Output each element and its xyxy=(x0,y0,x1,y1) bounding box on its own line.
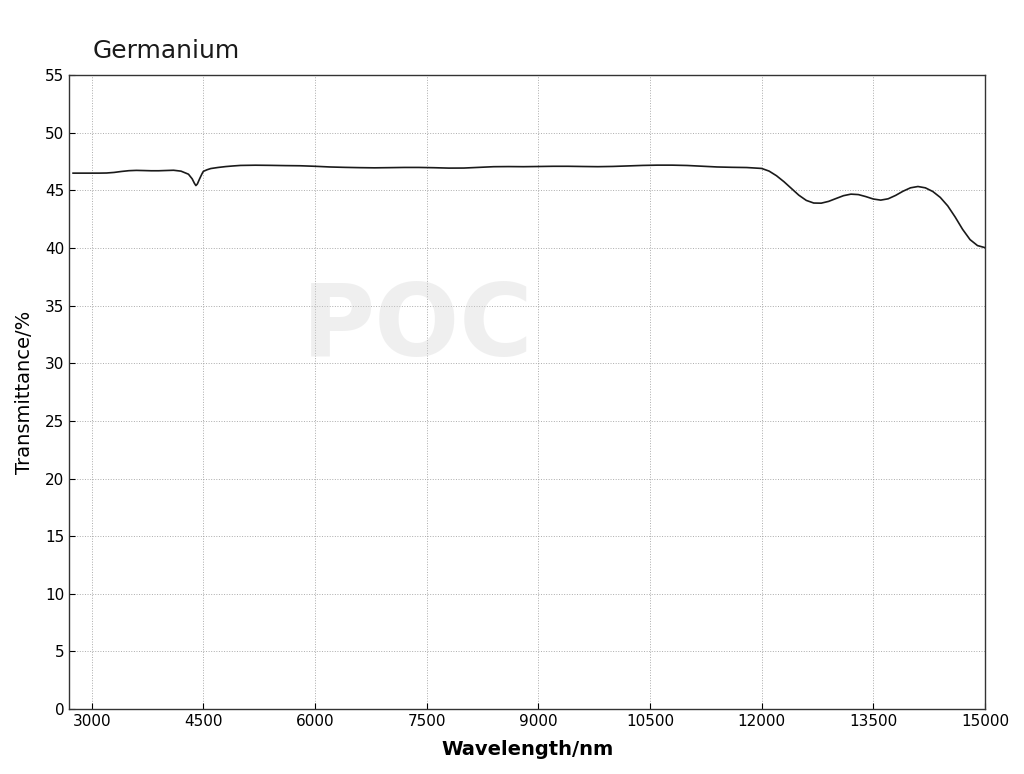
Y-axis label: Transmittance/%: Transmittance/% xyxy=(15,310,34,474)
Text: POC: POC xyxy=(301,280,534,377)
Text: Germanium: Germanium xyxy=(92,39,240,63)
X-axis label: Wavelength/nm: Wavelength/nm xyxy=(441,740,613,759)
